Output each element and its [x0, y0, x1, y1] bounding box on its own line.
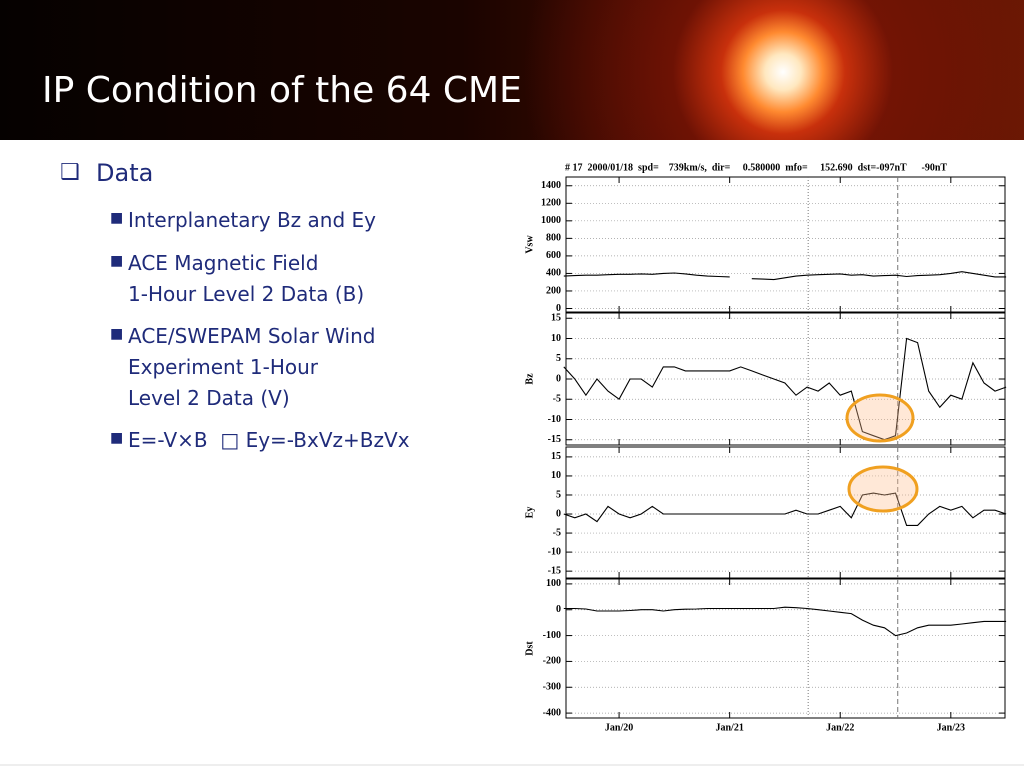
plot-frame	[565, 446, 1006, 579]
y-tick-label: -300	[543, 682, 561, 693]
data-line	[563, 606, 1007, 637]
line: ACE/SWEPAM Solar Wind	[128, 324, 376, 348]
y-tick-label: -10	[548, 546, 561, 557]
data-line	[563, 337, 1007, 441]
line: E=-V×B □ Ey=-BxVz+BzVx	[128, 428, 410, 452]
y-tick-label: -5	[553, 527, 561, 538]
y-tick-label: 0	[556, 373, 561, 384]
bullet-marker: ■	[110, 210, 124, 226]
highlight	[847, 465, 919, 513]
y-tick-label: 1200	[541, 198, 561, 209]
slide-title: IP Condition of the 64 CME	[42, 70, 522, 111]
line: Interplanetary Bz and Ey	[128, 208, 376, 232]
y-tick-label: 10	[551, 333, 561, 344]
y-tick-label: -15	[548, 565, 561, 576]
y-tick-label: 0	[556, 604, 561, 615]
y-axis-label: Dst	[524, 641, 535, 656]
sub-bullet: Interplanetary Bz and Ey	[128, 205, 376, 236]
plots: Vsw0200400600800100012001400Bz151050-5-1…	[524, 176, 1007, 733]
y-tick-label: 5	[556, 353, 561, 364]
plot-frame	[565, 176, 1006, 313]
y-axis-label: Vsw	[524, 235, 535, 254]
y-tick-label: 200	[546, 285, 561, 296]
bullet: Data	[96, 159, 154, 187]
data-line	[563, 271, 1007, 281]
y-tick-label: -5	[553, 394, 561, 405]
sub-bullet: ACE Magnetic Field 1-Hour Level 2 Data (B…	[128, 248, 364, 310]
y-axis-label: Bz	[524, 373, 535, 385]
y-tick-label: -100	[543, 630, 561, 641]
bullet-marker: ■	[110, 430, 124, 446]
line: ACE Magnetic Field	[128, 251, 319, 275]
y-tick-label: 15	[551, 313, 561, 324]
x-tick-label: Jan/20	[605, 722, 633, 733]
bullet-marker: ■	[110, 253, 124, 269]
y-tick-label: 5	[556, 489, 561, 500]
x-tick-label: Jan/22	[826, 722, 854, 733]
bullet-marker: ❑	[60, 160, 80, 185]
y-tick-label: 10	[551, 470, 561, 481]
y-tick-label: 400	[546, 268, 561, 279]
x-tick-label: Jan/21	[715, 722, 743, 733]
y-tick-label: 0	[556, 303, 561, 314]
line: Level 2 Data (V)	[128, 386, 290, 410]
x-tick-label: Jan/23	[937, 722, 965, 733]
y-tick-label: 600	[546, 250, 561, 261]
sub-bullet: ACE/SWEPAM Solar Wind Experiment 1-Hour Le…	[128, 321, 375, 414]
y-axis-label: Ey	[524, 507, 535, 519]
y-tick-label: -10	[548, 414, 561, 425]
y-tick-label: 800	[546, 233, 561, 244]
data-line	[563, 492, 1007, 526]
line: Experiment 1-Hour	[128, 355, 319, 379]
y-tick-label: 15	[551, 451, 561, 462]
y-tick-label: 1000	[541, 215, 561, 226]
y-tick-label: -400	[543, 707, 561, 718]
sub-bullet: E=-V×B □ Ey=-BxVz+BzVx	[128, 425, 410, 456]
bullet-marker: ■	[110, 326, 124, 342]
y-tick-label: 100	[546, 578, 561, 589]
y-tick-label: -15	[548, 434, 561, 445]
plot-header: # 17 2000/01/18 spd= 739km/s, dir= 0.580…	[565, 162, 947, 173]
y-tick-label: -200	[543, 656, 561, 667]
plot-frame	[565, 578, 1006, 719]
highlight	[845, 393, 915, 443]
y-tick-label: 1400	[541, 180, 561, 191]
banner	[0, 0, 1024, 140]
line: 1-Hour Level 2 Data (B)	[128, 282, 365, 306]
y-tick-label: 0	[556, 508, 561, 519]
